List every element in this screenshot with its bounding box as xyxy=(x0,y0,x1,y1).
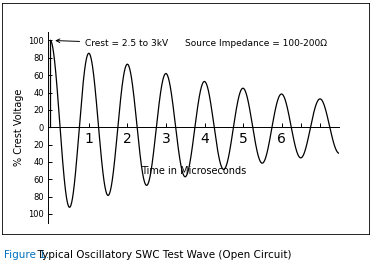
X-axis label: Time in Microseconds: Time in Microseconds xyxy=(141,166,247,175)
Text: Crest = 2.5 to 3kV: Crest = 2.5 to 3kV xyxy=(56,39,168,48)
Text: Source Impedance = 100-200Ω: Source Impedance = 100-200Ω xyxy=(185,39,327,48)
Text: Figure 1:: Figure 1: xyxy=(4,250,49,260)
Text: Typical Oscillatory SWC Test Wave (Open Circuit): Typical Oscillatory SWC Test Wave (Open … xyxy=(31,250,291,260)
Y-axis label: % Crest Voltage: % Crest Voltage xyxy=(14,89,24,166)
